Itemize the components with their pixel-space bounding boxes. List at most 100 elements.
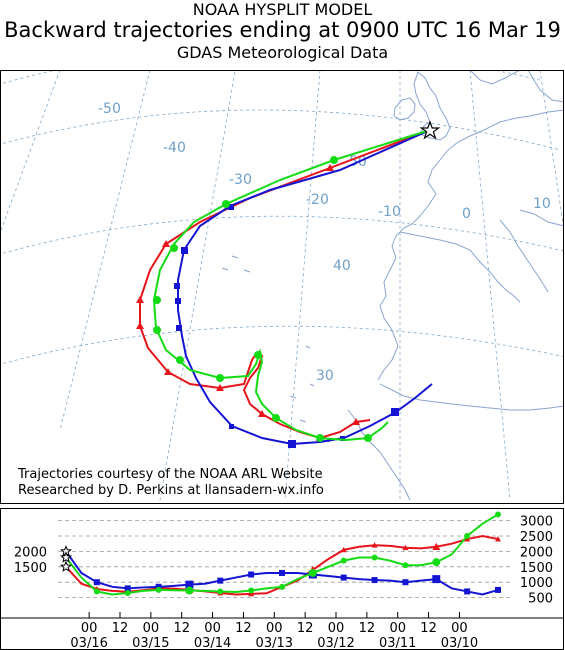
- series-point-blue: [402, 579, 409, 586]
- lon-label: -50: [98, 101, 121, 117]
- trajectory-marker: [153, 326, 161, 334]
- x-tick-date: 03/11: [379, 636, 416, 650]
- series-point-blue: [124, 585, 131, 592]
- series-point-green: [495, 511, 501, 518]
- chart-start-markers: [59, 545, 73, 572]
- parallel-50: [0, 109, 561, 151]
- y-tick-label: 1000: [520, 576, 553, 591]
- meridian-m40: [59, 70, 151, 431]
- x-tick-hour: 12: [112, 621, 129, 636]
- y-tick-label: 2000: [520, 545, 553, 560]
- series-point-blue: [432, 575, 441, 584]
- y-tick-label: 2500: [520, 530, 553, 545]
- chart-series: [65, 511, 501, 597]
- coast-continent: [377, 109, 564, 381]
- trajectory-marker: [176, 356, 184, 364]
- x-tick-date: 03/14: [194, 636, 231, 650]
- coast-ireland: [393, 97, 416, 121]
- y-tick-label: 3000: [520, 515, 553, 530]
- parallel-30: [0, 325, 564, 365]
- series-point-green: [371, 554, 378, 561]
- trajectory-marker: [228, 204, 234, 210]
- trajectory-marker: [216, 384, 224, 391]
- title-line-3: GDAS Meteorological Data: [176, 43, 389, 62]
- trajectory-marker: [162, 240, 170, 247]
- series-point-red: [495, 536, 501, 542]
- trajectory-red: [136, 129, 431, 441]
- trajectory-marker: [272, 414, 280, 422]
- lat-label: 30: [316, 368, 334, 384]
- coast-britain: [413, 71, 451, 141]
- chart-gridlines: [58, 520, 512, 598]
- x-tick-hour: 12: [420, 621, 437, 636]
- lon-label: 10: [533, 196, 551, 212]
- lon-label: -30: [229, 172, 252, 188]
- parallel-40: [0, 215, 564, 255]
- trajectory-marker: [330, 156, 338, 164]
- lon-label: -20: [306, 192, 329, 208]
- x-tick-date: 03/10: [441, 636, 478, 650]
- trajectory-marker: [364, 434, 372, 442]
- series-point-blue: [185, 580, 194, 589]
- start-height-label: 2000: [14, 545, 47, 560]
- series-point-blue: [248, 571, 255, 578]
- series-point-green: [340, 557, 347, 564]
- trajectory-marker: [175, 298, 181, 304]
- graticule: [0, 70, 564, 501]
- map-panel: -50 -40 -30 -20 -10 0 10 50 40 30: [0, 70, 564, 504]
- series-point-blue: [464, 588, 471, 595]
- series-point-blue: [371, 577, 378, 584]
- coast-scandinavia: [469, 70, 564, 103]
- trajectory-marker: [258, 410, 266, 417]
- trajectory-marker: [340, 436, 345, 441]
- series-point-green: [155, 586, 162, 593]
- lat-label: 40: [333, 258, 351, 274]
- x-tick-hour: 00: [204, 621, 221, 636]
- title-line-2: Backward trajectories ending at 0900 UTC…: [4, 18, 561, 42]
- trajectory-marker: [170, 244, 178, 252]
- trajectory-blue: [174, 129, 433, 448]
- coast-africa: [379, 383, 564, 411]
- x-tick-date: 03/13: [256, 636, 293, 650]
- trajectory-marker: [352, 418, 360, 425]
- coast-italy: [499, 209, 564, 293]
- trajectory-marker: [181, 247, 188, 254]
- series-point-green: [402, 562, 409, 569]
- trajectory-marker: [136, 296, 144, 303]
- series-point-red: [248, 590, 255, 597]
- trajectory-marker: [176, 325, 182, 331]
- start-height-label: 1500: [14, 561, 47, 576]
- meridian-10: [539, 70, 564, 233]
- series-point-green: [248, 587, 255, 594]
- x-tick-hour: 00: [81, 621, 98, 636]
- series-point-blue: [217, 577, 224, 584]
- lon-label: -10: [378, 204, 401, 220]
- series-point-blue: [279, 569, 285, 576]
- x-tick-hour: 00: [266, 621, 283, 636]
- x-tick-hour: 00: [328, 621, 345, 636]
- trajectory-marker: [229, 424, 234, 429]
- x-tick-date: 03/15: [132, 636, 169, 650]
- x-tick-hour: 00: [389, 621, 406, 636]
- series-point-blue: [93, 579, 100, 586]
- x-tick-hour: 12: [173, 621, 190, 636]
- x-tick-hour: 12: [235, 621, 252, 636]
- trajectory-marker: [391, 408, 399, 416]
- start-star-icon: [59, 560, 73, 572]
- y-tick-label: 1500: [520, 561, 553, 576]
- trajectory-marker: [288, 440, 296, 448]
- series-point-green: [124, 589, 131, 596]
- series-point-red: [432, 542, 441, 550]
- series-point-red: [371, 542, 378, 548]
- star-icon: [419, 120, 441, 140]
- trajectory-marker: [136, 322, 144, 329]
- series-point-green: [185, 586, 194, 595]
- x-tick-hour: 00: [143, 621, 160, 636]
- trajectory-green: [152, 129, 431, 442]
- trajectory-marker: [222, 200, 230, 208]
- credit-line-2: Researched by D. Perkins at llansadern-w…: [18, 483, 324, 498]
